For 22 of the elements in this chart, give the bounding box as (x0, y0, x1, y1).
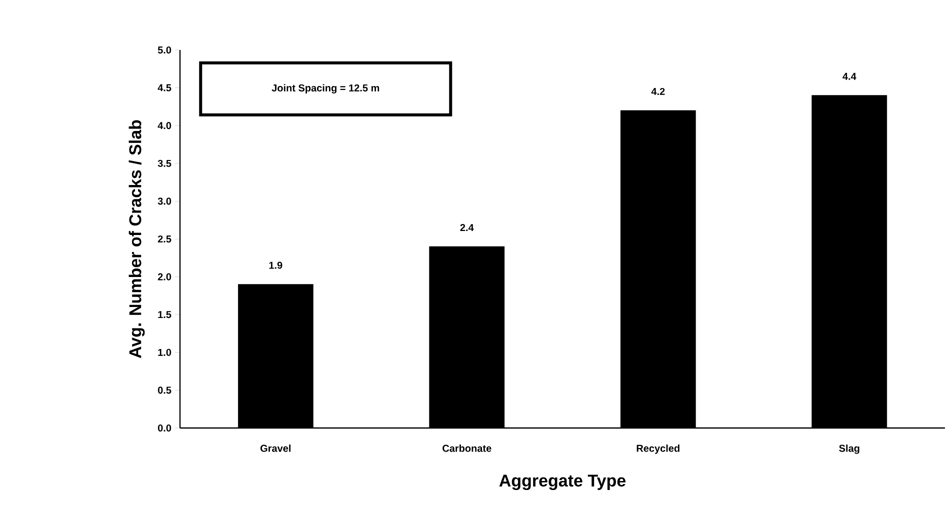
y-axis-title: Avg. Number of Cracks / Slab (128, 120, 145, 358)
y-tick-label: 1.5 (158, 311, 172, 318)
y-tick-label: 0.5 (158, 386, 172, 394)
x-tick-label: Gravel (260, 444, 290, 452)
x-tick-label: Slag (839, 444, 860, 454)
y-tick-label: 1.0 (158, 348, 172, 356)
y-tick-label: 4.0 (158, 122, 172, 130)
y-tick-label: 5.0 (158, 46, 172, 54)
y-tick-label: 3.0 (158, 198, 172, 205)
data-label: 4.4 (842, 72, 856, 80)
data-label: 4.2 (651, 88, 665, 95)
y-tick-label: 2.5 (158, 235, 172, 243)
annotation: Joint Spacing = 12.5 m (272, 84, 380, 94)
y-tick-label: 3.5 (158, 160, 172, 167)
y-tick-label: 4.5 (158, 84, 172, 92)
y-tick-label: 0.0 (158, 424, 172, 432)
x-tick-label: Carbonate (442, 444, 492, 452)
x-axis-title: Aggregate Type (499, 474, 626, 490)
data-label: 1.9 (269, 262, 282, 269)
data-label: 2.4 (460, 224, 474, 232)
x-tick-label: Recycled (636, 444, 680, 454)
y-tick-label: 2.0 (158, 273, 172, 280)
